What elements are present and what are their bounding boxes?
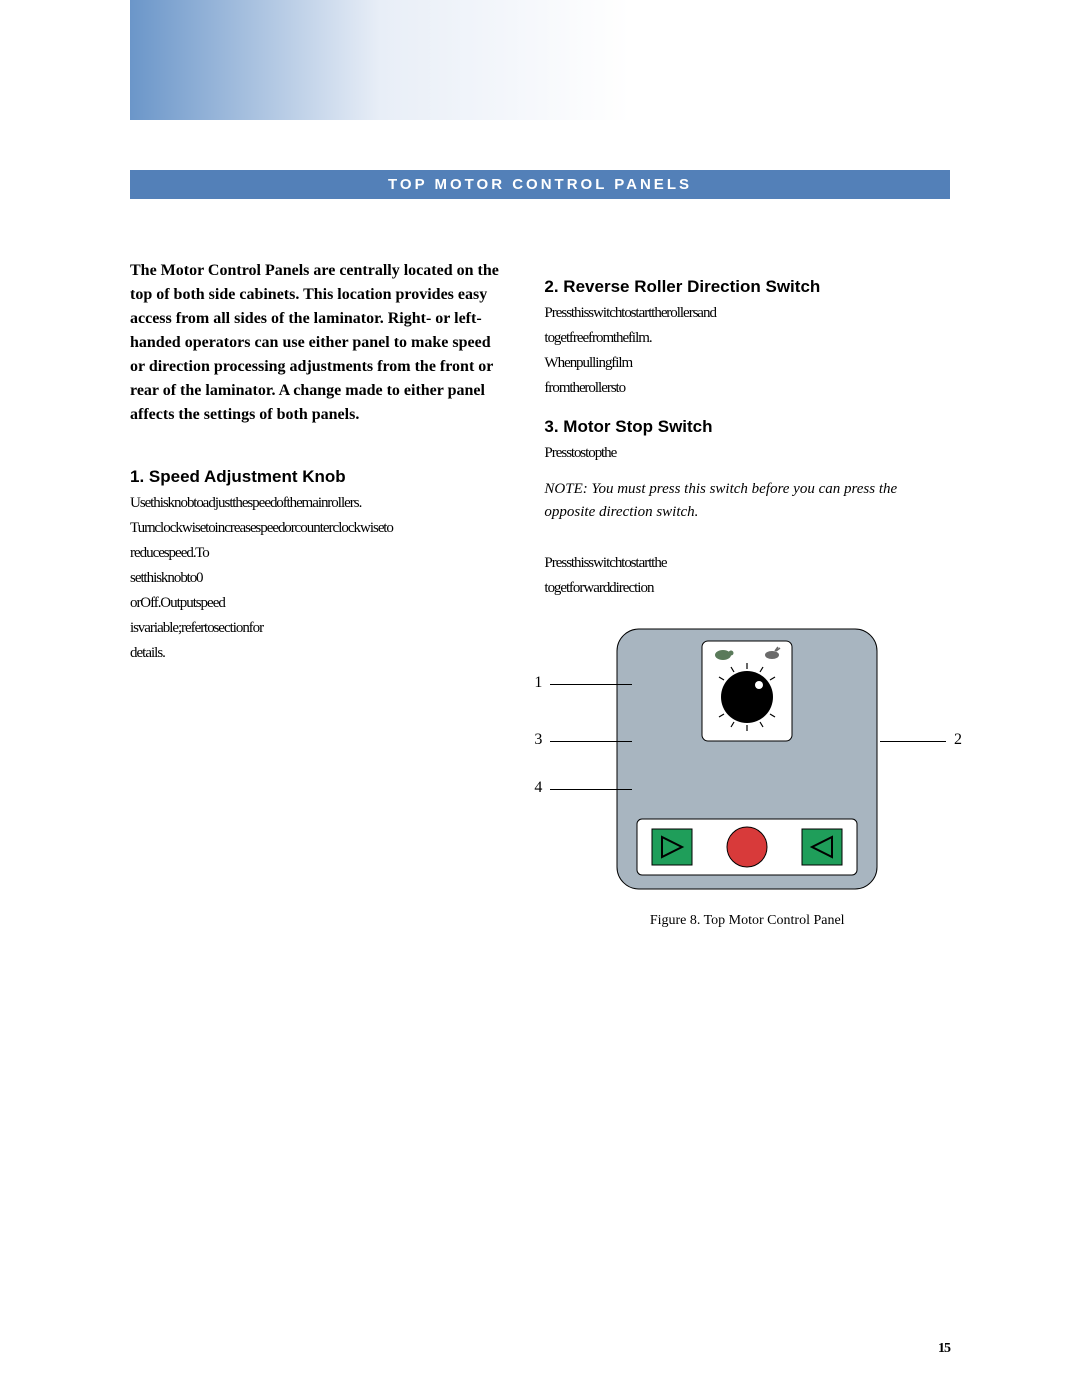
- header-gradient: [130, 0, 630, 120]
- callout-3: 3: [534, 731, 542, 749]
- callout-2: 2: [954, 731, 962, 749]
- section-title: TOP MOTOR CONTROL PANELS: [130, 170, 950, 199]
- item2-p3: When pulling film: [544, 353, 950, 374]
- item3-heading: 3. Motor Stop Switch: [544, 417, 950, 437]
- item3-p1: Press to stop the: [544, 443, 950, 464]
- item2-p1: Press this switch to start the rollers a…: [544, 303, 950, 324]
- motor-panel-diagram: [607, 619, 887, 899]
- two-column-layout: The Motor Control Panels are centrally l…: [130, 259, 950, 929]
- item1-p6: is variable; refer to section for: [130, 618, 504, 639]
- item2-p2: to get free from the film.: [544, 328, 950, 349]
- right-column: 2. Reverse Roller Direction Switch Press…: [544, 259, 950, 929]
- item1-p4: set this knob to 0: [130, 568, 504, 589]
- callout-line-3: [550, 741, 632, 742]
- callout-line-2: [880, 741, 946, 742]
- item1-p1: Use this knob to adjust the speed of the…: [130, 493, 504, 514]
- callout-line-1: [550, 684, 632, 685]
- callout-1: 1: [534, 674, 542, 692]
- item4-p1: Press this switch to start the: [544, 553, 950, 574]
- page-number: 15: [938, 1341, 950, 1357]
- item1-p2: Turn clockwise to increase speed or coun…: [130, 518, 504, 539]
- intro-paragraph: The Motor Control Panels are centrally l…: [130, 259, 504, 427]
- page-content: TOP MOTOR CONTROL PANELS The Motor Contr…: [130, 170, 950, 929]
- callout-4: 4: [534, 779, 542, 797]
- figure-caption: Figure 8. Top Motor Control Panel: [544, 913, 950, 929]
- item1-p7: details.: [130, 643, 504, 664]
- item1-p5: or Off. Output speed: [130, 593, 504, 614]
- note-text: NOTE: You must press this switch before …: [544, 478, 950, 523]
- callout-line-4: [550, 789, 632, 790]
- item2-p4: from the rollers to: [544, 378, 950, 399]
- item1-p3: reduce speed. To: [130, 543, 504, 564]
- item1-heading: 1. Speed Adjustment Knob: [130, 467, 504, 487]
- left-column: The Motor Control Panels are centrally l…: [130, 259, 504, 929]
- figure-wrap: 1 3 4 2: [544, 619, 950, 929]
- item4-p2: to get forward direction: [544, 578, 950, 599]
- item2-heading: 2. Reverse Roller Direction Switch: [544, 277, 950, 297]
